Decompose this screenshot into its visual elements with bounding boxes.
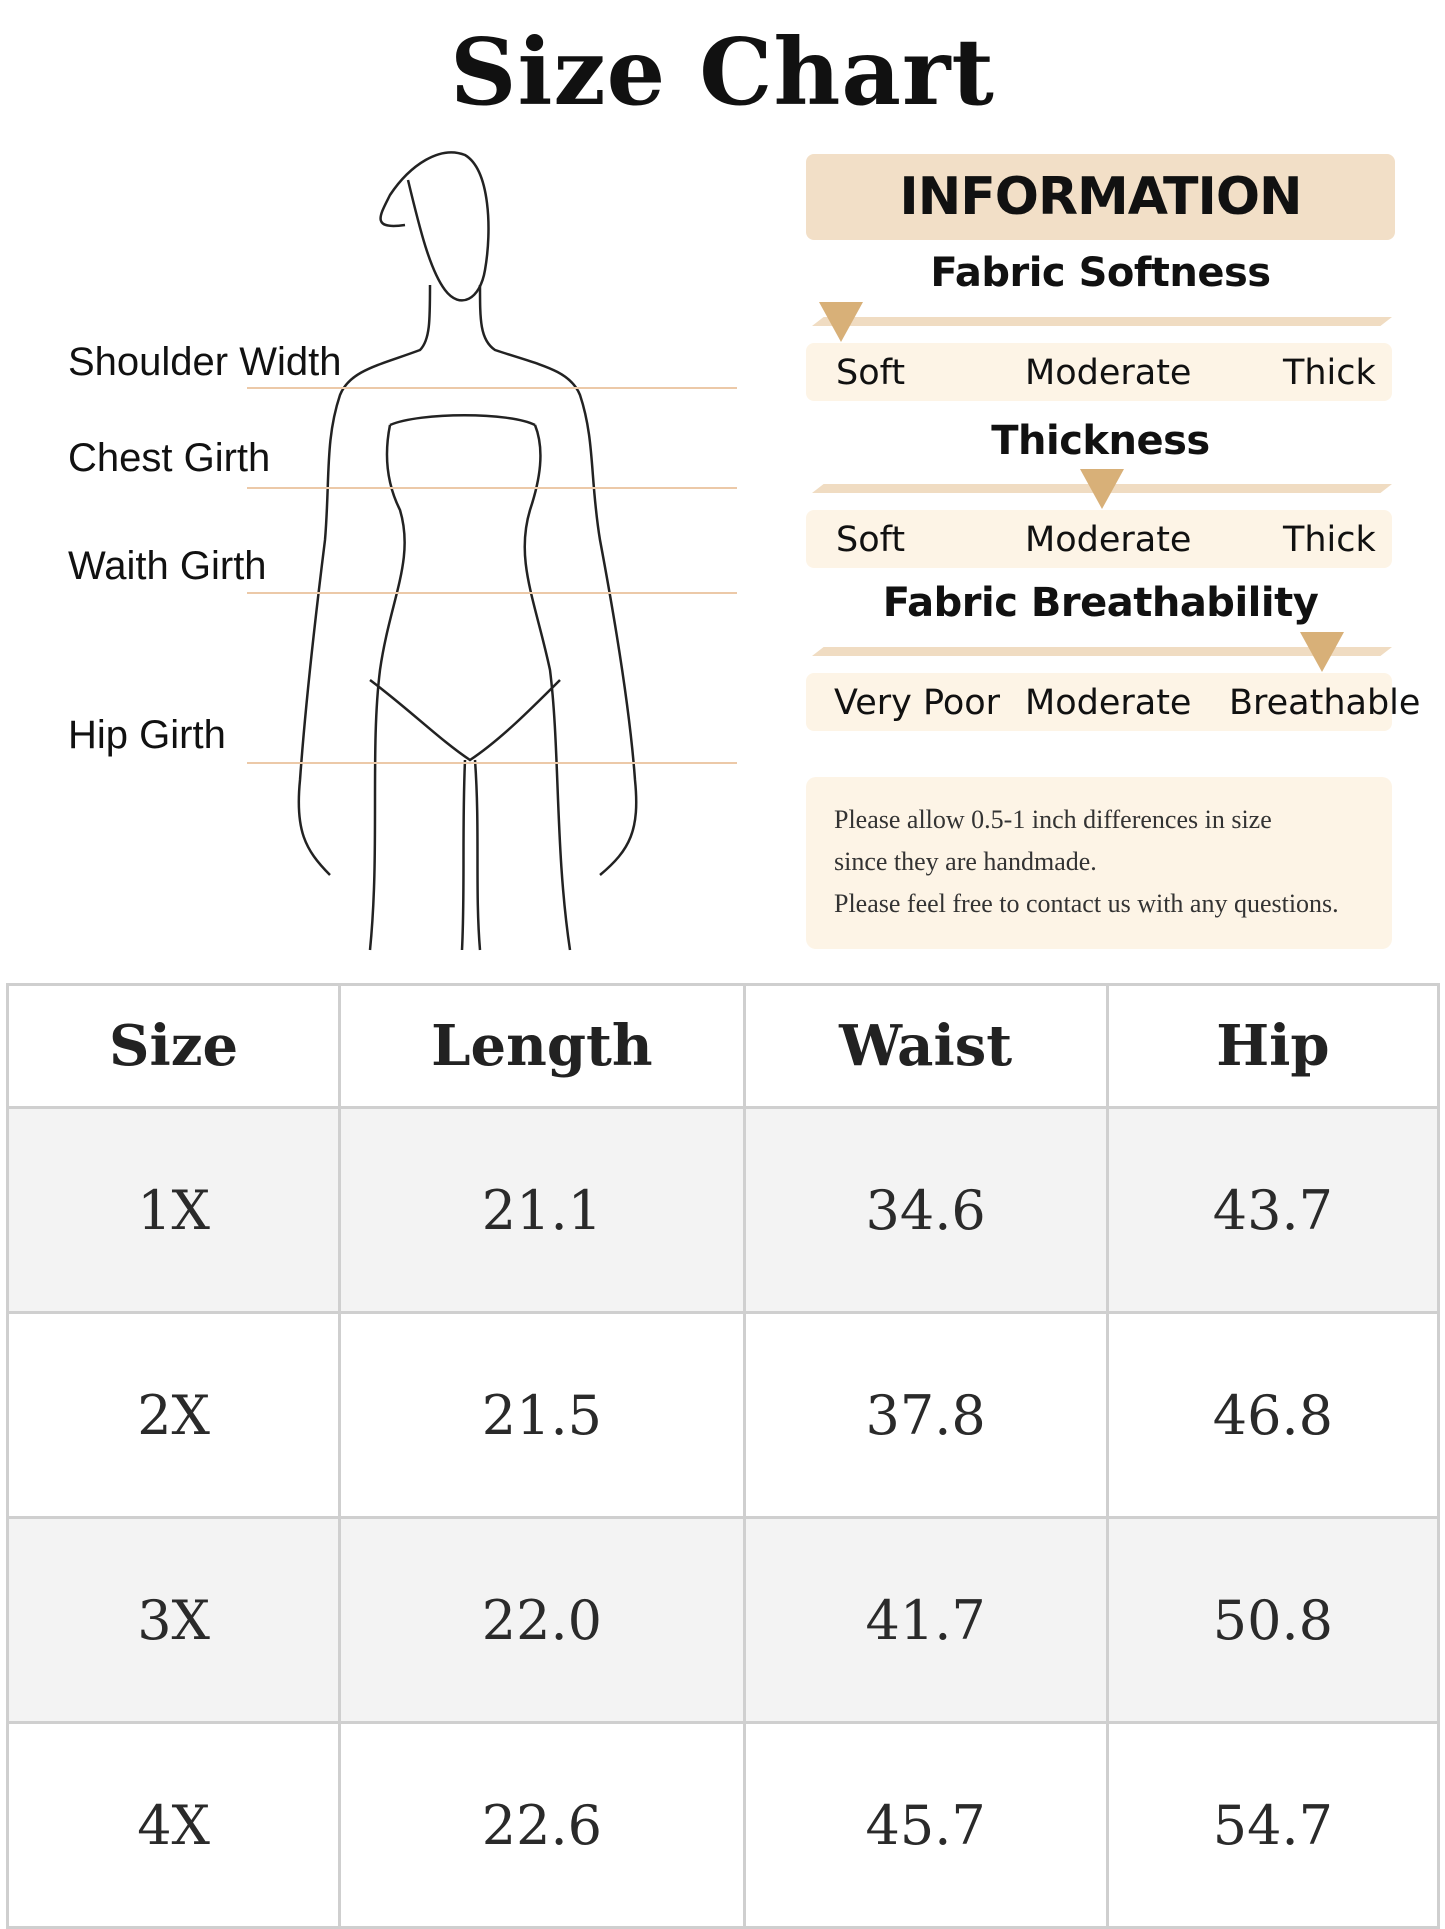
table-row: 4X 22.6 45.7 54.7 bbox=[5, 1721, 1441, 1929]
cell-size: 2X bbox=[5, 1311, 342, 1519]
chest-line bbox=[247, 487, 737, 489]
scale-title-softness: Fabric Softness bbox=[930, 250, 1271, 296]
thickness-label-row: Soft Moderate Thick bbox=[806, 510, 1392, 568]
measurement-label-chest: Chest Girth bbox=[68, 436, 271, 480]
cell-hip: 43.7 bbox=[1105, 1106, 1441, 1314]
softness-bar bbox=[812, 317, 1392, 326]
shoulder-line bbox=[247, 387, 737, 389]
table-row: 3X 22.0 41.7 50.8 bbox=[5, 1516, 1441, 1724]
header-waist: Waist bbox=[742, 983, 1109, 1109]
cell-length: 22.0 bbox=[338, 1516, 746, 1724]
page-title: Size Chart bbox=[450, 18, 995, 126]
body-outline-illustration bbox=[297, 151, 638, 951]
note-line: Please feel free to contact us with any … bbox=[834, 889, 1339, 918]
scale-label: Moderate bbox=[1025, 353, 1192, 393]
cell-hip: 50.8 bbox=[1105, 1516, 1441, 1724]
size-note-box: Please allow 0.5-1 inch differences in s… bbox=[806, 777, 1392, 949]
measurement-label-waist: Waith Girth bbox=[68, 544, 267, 588]
thickness-marker-icon bbox=[1080, 469, 1124, 509]
scale-title-thickness: Thickness bbox=[991, 418, 1210, 464]
cell-length: 22.6 bbox=[338, 1721, 746, 1929]
scale-label: Moderate bbox=[1025, 683, 1192, 723]
cell-waist: 37.8 bbox=[742, 1311, 1109, 1519]
scale-title-breathability: Fabric Breathability bbox=[882, 580, 1319, 626]
header-hip: Hip bbox=[1105, 983, 1441, 1109]
scale-label: Breathable bbox=[1229, 683, 1421, 723]
measurement-label-hip: Hip Girth bbox=[68, 713, 226, 757]
cell-length: 21.1 bbox=[338, 1106, 746, 1314]
cell-hip: 54.7 bbox=[1105, 1721, 1441, 1929]
cell-waist: 41.7 bbox=[742, 1516, 1109, 1724]
breathability-marker-icon bbox=[1300, 632, 1345, 672]
scale-label: Thick bbox=[1283, 353, 1376, 393]
cell-length: 21.5 bbox=[338, 1311, 746, 1519]
scale-label: Moderate bbox=[1025, 520, 1192, 560]
header-size: Size bbox=[5, 983, 342, 1109]
softness-label-row: Soft Moderate Thick bbox=[806, 343, 1392, 401]
cell-hip: 46.8 bbox=[1105, 1311, 1441, 1519]
scale-label: Soft bbox=[836, 353, 906, 393]
note-line: Please allow 0.5-1 inch differences in s… bbox=[834, 805, 1272, 834]
table-header-row: Size Length Waist Hip bbox=[5, 983, 1441, 1109]
hip-line bbox=[247, 762, 737, 764]
breathability-bar bbox=[812, 647, 1392, 656]
scale-label: Thick bbox=[1283, 520, 1376, 560]
note-line: since they are handmade. bbox=[834, 847, 1097, 876]
header-length: Length bbox=[338, 983, 746, 1109]
softness-marker-icon bbox=[819, 302, 863, 342]
cell-size: 1X bbox=[5, 1106, 342, 1314]
cell-waist: 45.7 bbox=[742, 1721, 1109, 1929]
cell-size: 3X bbox=[5, 1516, 342, 1724]
cell-size: 4X bbox=[5, 1721, 342, 1929]
breathability-label-row: Very Poor Moderate Breathable bbox=[806, 673, 1420, 731]
waist-line bbox=[247, 592, 737, 594]
measurement-label-shoulder: Shoulder Width bbox=[68, 340, 342, 384]
information-heading: INFORMATION bbox=[806, 154, 1395, 240]
table-row: 2X 21.5 37.8 46.8 bbox=[5, 1311, 1441, 1519]
size-table: Size Length Waist Hip 1X 21.1 34.6 43.7 … bbox=[5, 983, 1441, 1929]
table-row: 1X 21.1 34.6 43.7 bbox=[5, 1106, 1441, 1314]
scale-label: Soft bbox=[836, 520, 906, 560]
scale-label: Very Poor bbox=[834, 683, 1001, 723]
cell-waist: 34.6 bbox=[742, 1106, 1109, 1314]
